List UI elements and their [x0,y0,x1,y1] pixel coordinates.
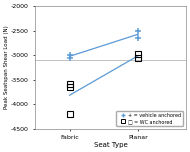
Y-axis label: Peak Seatspan Shear Load (N): Peak Seatspan Shear Load (N) [4,25,9,109]
Legend: + = vehicle anchored, □ = WC anchored: + = vehicle anchored, □ = WC anchored [116,111,183,126]
X-axis label: Seat Type: Seat Type [94,142,127,148]
